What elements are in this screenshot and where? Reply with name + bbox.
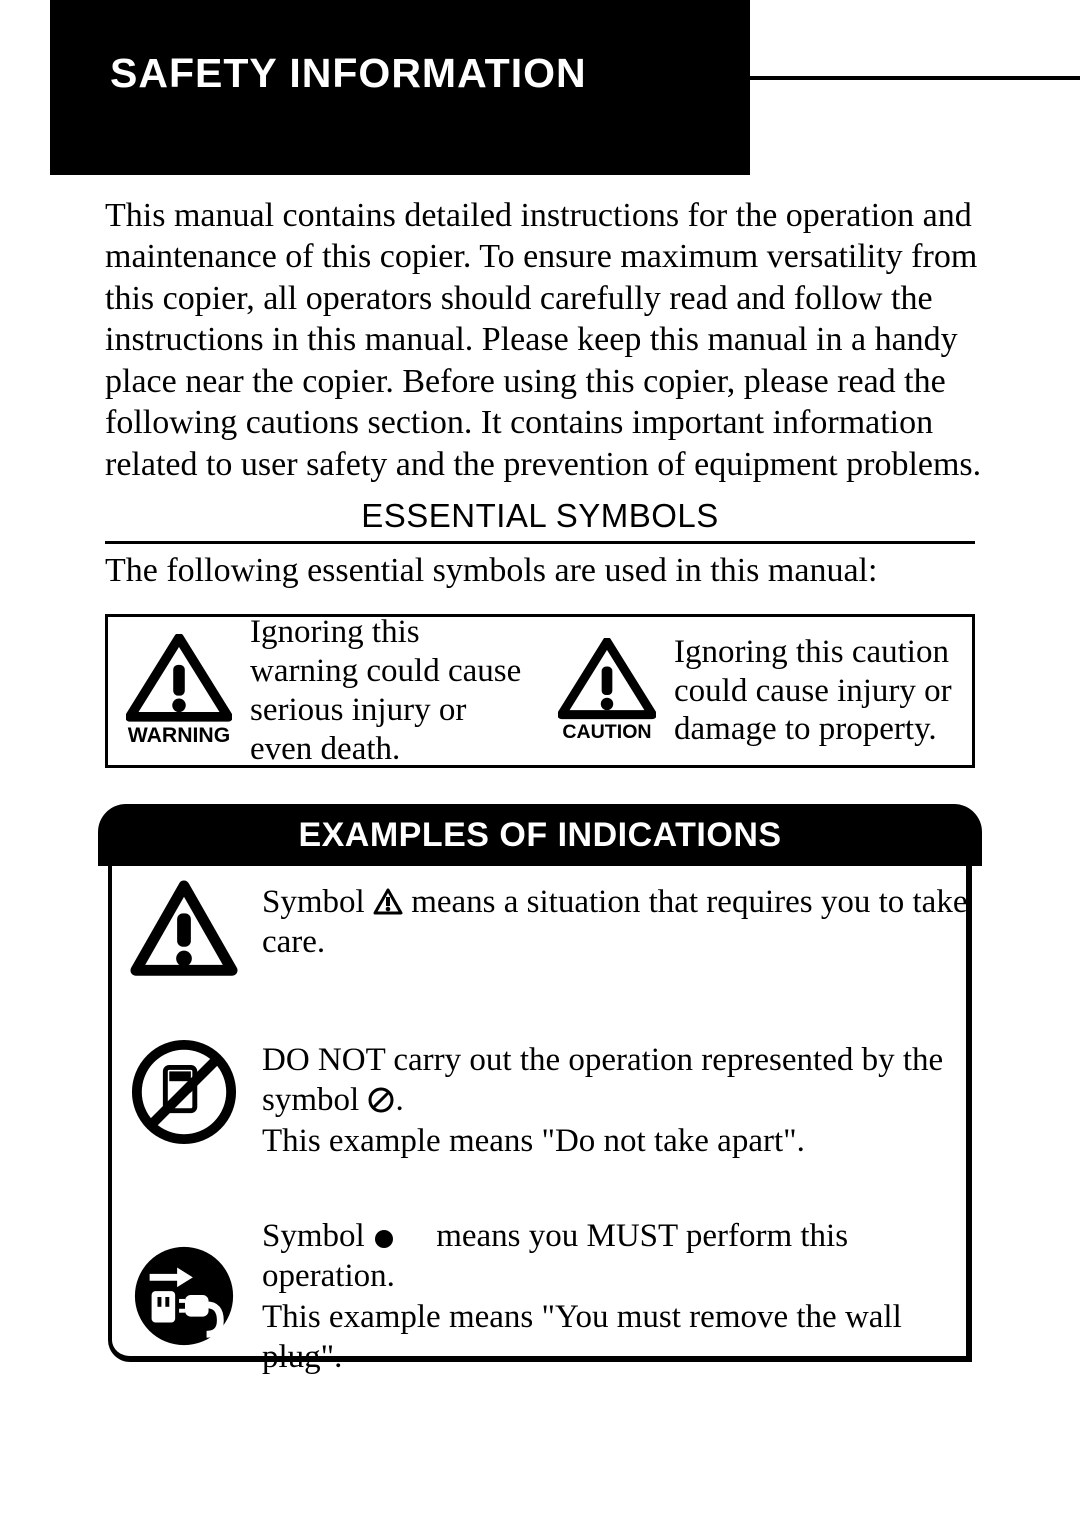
svg-text:WARNING: WARNING (128, 724, 230, 747)
essential-intro: The following essential symbols are used… (105, 552, 975, 590)
example-row-prohibition: DO NOT carry out the operation represent… (130, 1038, 970, 1161)
inline-mandatory-icon (373, 1228, 395, 1250)
row2-post: . (395, 1082, 403, 1118)
example-prohibition-text: DO NOT carry out the operation represent… (262, 1038, 970, 1161)
caution-cell: CAUTION Ignoring this caution could caus… (540, 617, 972, 765)
example-row-mandatory: Symbol means you MUST perform this opera… (130, 1214, 970, 1377)
page-title: SAFETY INFORMATION (110, 50, 587, 97)
warning-icon: WARNING (126, 634, 232, 748)
warning-text: Ignoring this warning could cause seriou… (250, 613, 526, 769)
example-mandatory-text: Symbol means you MUST perform this opera… (262, 1214, 970, 1377)
row2-pre: DO NOT carry out the operation represent… (262, 1042, 943, 1118)
row3-pre: Symbol (262, 1218, 373, 1254)
intro-paragraph: This manual contains detailed instructio… (105, 195, 1000, 485)
mandatory-unplug-icon (130, 1242, 238, 1350)
essential-symbols-box: WARNING Ignoring this warning could caus… (105, 614, 975, 768)
svg-text:CAUTION: CAUTION (562, 721, 651, 743)
caution-icon: CAUTION (558, 638, 656, 743)
inline-prohibition-icon (367, 1086, 395, 1114)
essential-symbols-heading: ESSENTIAL SYMBOLS (105, 497, 975, 535)
essential-heading-rule (105, 541, 975, 544)
inline-attention-icon (373, 888, 403, 916)
prohibition-disassemble-icon (130, 1038, 238, 1146)
attention-triangle-icon (130, 880, 238, 978)
row2-line2: This example means "Do not take apart". (262, 1123, 805, 1159)
row1-pre: Symbol (262, 884, 373, 920)
caution-text: Ignoring this caution could cause injury… (674, 633, 958, 750)
example-row-attention: Symbol means a situation that requires y… (130, 880, 970, 978)
row3-line2: This example means "You must remove the … (262, 1299, 902, 1375)
examples-box: Symbol means a situation that requires y… (108, 812, 972, 1362)
example-attention-text: Symbol means a situation that requires y… (262, 880, 970, 963)
warning-cell: WARNING Ignoring this warning could caus… (108, 617, 540, 765)
